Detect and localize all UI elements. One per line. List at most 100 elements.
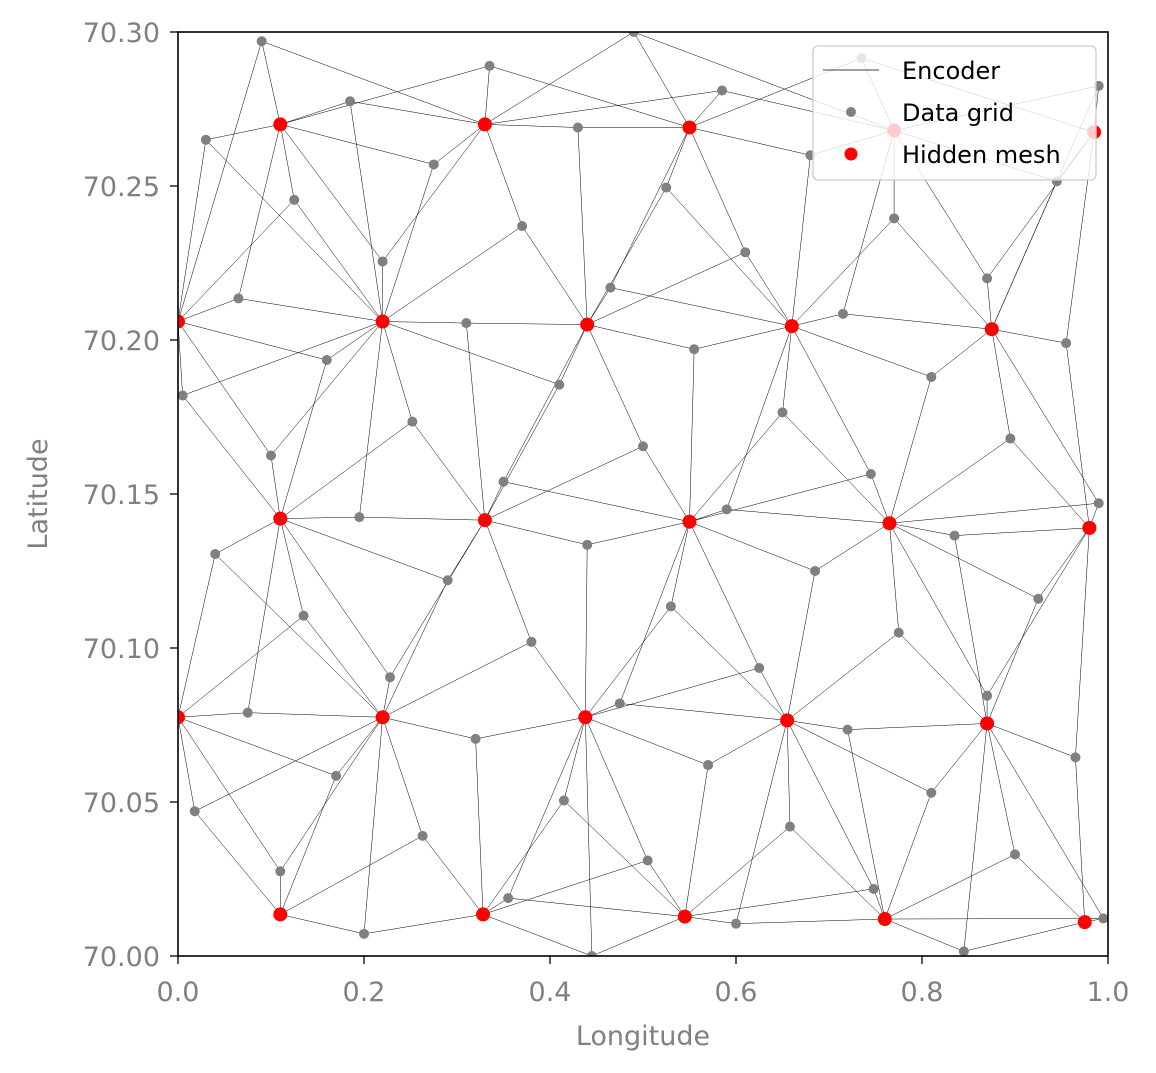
data-grid-point (289, 194, 300, 205)
encoder-edge (280, 914, 365, 935)
hidden-mesh-point (980, 716, 995, 731)
encoder-edge (503, 481, 690, 522)
encoder-edge (335, 717, 383, 776)
encoder-edge (1010, 438, 1090, 529)
y-tick-label: 70.15 (83, 480, 160, 511)
encoder-edge (786, 570, 816, 721)
x-axis-label: Longitude (576, 1021, 710, 1052)
data-grid-point (470, 733, 481, 744)
hidden-mesh-point (677, 909, 692, 924)
encoder-edge (484, 65, 490, 125)
encoder-edge (563, 717, 586, 801)
encoder-edge (178, 298, 239, 322)
encoder-edge (484, 124, 578, 128)
encoder-edge (350, 101, 485, 125)
encoder-edge (484, 32, 634, 125)
encoder-edge (1075, 527, 1090, 758)
encoder-edge (991, 329, 1099, 504)
encoder-edge (787, 720, 932, 793)
x-tick-label: 0.4 (529, 977, 572, 1008)
legend: Encoder Data grid Hidden mesh (812, 45, 1097, 181)
encoder-edge (707, 720, 788, 766)
hidden-mesh-point (1082, 520, 1097, 535)
encoder-edge (178, 321, 327, 361)
encoder-edge (689, 521, 816, 572)
x-tick-label: 1.0 (1087, 977, 1130, 1008)
hidden-mesh-point (580, 317, 595, 332)
encoder-edge (647, 860, 686, 917)
data-grid-point (498, 476, 509, 487)
data-grid-point (754, 663, 765, 674)
data-grid-point (417, 830, 428, 841)
encoder-edge (280, 518, 391, 678)
encoder-edge (382, 321, 560, 385)
encoder-edge (178, 554, 216, 718)
encoder-edge (884, 918, 964, 952)
encoder-edge (326, 321, 383, 361)
encoder-edge (587, 324, 695, 350)
encoder-edge (433, 124, 486, 165)
legend-hidden-mesh-label: Hidden mesh (902, 141, 1061, 169)
data-grid-point (275, 866, 286, 877)
encoder-edge (585, 606, 672, 718)
encoder-edge (684, 765, 709, 917)
data-grid-point (1033, 593, 1044, 604)
encoder-edge (789, 826, 885, 920)
encoder-edge (633, 32, 690, 128)
encoder-edge (182, 321, 383, 396)
encoder-edge (382, 717, 423, 836)
hidden-mesh-point (178, 710, 185, 725)
encoder-edge (531, 641, 586, 718)
encoder-edge (587, 251, 746, 325)
encoder-edge (684, 916, 737, 924)
legend-data-grid-swatch (846, 107, 856, 117)
encoder-edge (182, 395, 281, 519)
data-grid-point (189, 806, 200, 817)
data-grid-point (717, 85, 728, 96)
hidden-mesh-point (682, 120, 697, 135)
encoder-edge (814, 523, 890, 572)
data-grid-point (638, 441, 648, 452)
encoder-edge (382, 164, 434, 322)
data-grid-point (842, 724, 853, 735)
encoder-edge (280, 421, 413, 519)
encoder-edge (735, 918, 885, 924)
hidden-mesh-point (780, 713, 795, 728)
encoder-edge (986, 278, 992, 330)
data-grid-point (200, 134, 211, 145)
y-tick-label: 70.30 (83, 18, 160, 49)
encoder-edge (642, 446, 690, 522)
encoder-edge (359, 516, 485, 521)
data-grid-point (586, 951, 597, 956)
data-grid-point (503, 893, 514, 904)
encoder-edges (178, 32, 1104, 956)
encoder-edge (303, 615, 383, 718)
encoder-edge (889, 376, 932, 524)
encoder-edge (503, 324, 588, 482)
data-grid-point (572, 122, 583, 133)
data-grid-point (1010, 849, 1020, 860)
encoder-edge (215, 518, 281, 555)
encoder-edge (280, 518, 304, 616)
data-grid-point (628, 32, 639, 37)
hidden-mesh-point (273, 117, 288, 132)
encoder-edge (889, 502, 1099, 524)
encoder-edge (963, 921, 1085, 952)
encoder-edge (484, 124, 523, 227)
encoder-edge (280, 124, 383, 262)
encoder-edge (689, 127, 811, 156)
encoder-edge (782, 412, 890, 524)
encoder-edge (1065, 343, 1090, 528)
data-grid-point (837, 308, 848, 319)
data-grid-point (893, 627, 904, 638)
encoder-edge (466, 323, 486, 521)
encoder-edge (585, 717, 593, 956)
encoder-edge (382, 321, 413, 422)
encoder-edge (178, 717, 195, 812)
encoder-edge (178, 717, 337, 777)
encoder-edge (194, 717, 383, 812)
encoder-edge (884, 918, 1104, 920)
encoder-edge (610, 287, 792, 327)
y-tick-label: 70.10 (83, 634, 160, 665)
hidden-mesh-point (682, 514, 697, 529)
